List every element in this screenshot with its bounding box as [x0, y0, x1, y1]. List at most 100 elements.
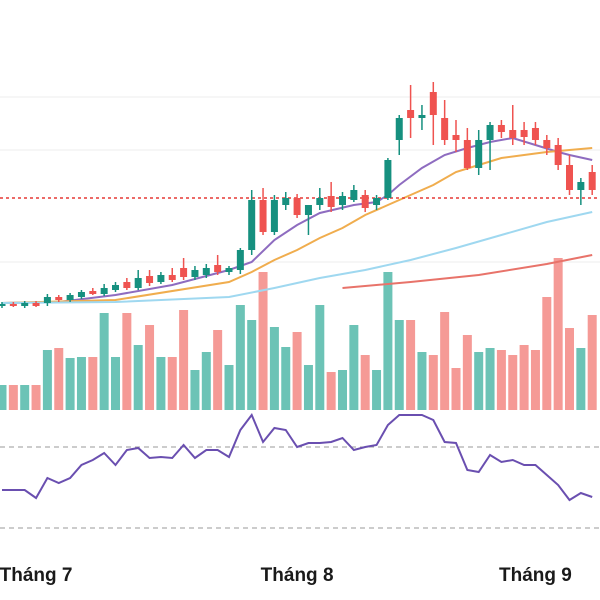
candle-body [112, 285, 119, 290]
candle-body [55, 297, 63, 300]
volume-bar [349, 325, 359, 410]
candle-body [588, 172, 596, 190]
volume-bar [553, 258, 563, 410]
candle-body [248, 200, 256, 250]
candle-body [77, 292, 85, 297]
volume-bar [496, 350, 506, 410]
candle-body [9, 304, 17, 306]
volume-bar [224, 365, 234, 410]
volume-bar [167, 357, 177, 410]
candle-body [543, 140, 551, 148]
x-tick-label: Tháng 7 [0, 565, 72, 586]
volume-bar [474, 352, 484, 410]
candle-body [304, 205, 312, 215]
volume-bar [65, 358, 75, 410]
volume-bar [133, 345, 143, 410]
volume-bar [213, 330, 223, 410]
volume-bar [235, 305, 245, 410]
volume-bar [576, 348, 586, 410]
candle-body [531, 128, 539, 140]
candle-body [577, 182, 585, 190]
candle-body [100, 288, 108, 294]
volume-bar [451, 368, 461, 410]
volume-bar [156, 357, 166, 410]
candle-body [225, 268, 233, 272]
candle-body [191, 270, 199, 277]
candle-body [134, 278, 142, 288]
candle-body [475, 140, 483, 168]
oscillator-line [2, 413, 593, 502]
volume-bar [258, 272, 268, 410]
volume-bar [508, 355, 518, 410]
candle-body [384, 160, 392, 198]
candle-body [236, 250, 244, 270]
volume-bar [394, 320, 404, 410]
candle-body [452, 135, 460, 140]
moving-average [1, 211, 593, 304]
candle-body [486, 125, 494, 140]
volume-bar [530, 350, 540, 410]
volume-bar [281, 347, 291, 410]
candle-body [339, 196, 346, 205]
candle-body [270, 200, 278, 232]
candle-body [180, 268, 188, 277]
candle-body [214, 265, 222, 272]
volume-bar [31, 385, 41, 410]
candle-body [66, 295, 74, 300]
volume-bar [292, 332, 302, 410]
candle-body [520, 130, 528, 137]
candle-body [282, 198, 290, 205]
volume-bar [76, 357, 86, 410]
volume-bar [247, 320, 257, 410]
candle-body [168, 275, 176, 280]
moving-average [1, 136, 593, 304]
candle-body [89, 291, 97, 294]
candle-body [554, 145, 562, 165]
volume-bar [326, 372, 336, 410]
candle-body [43, 297, 51, 303]
volume-bar [587, 315, 597, 410]
volume-bar [111, 357, 120, 410]
volume-bar [88, 357, 98, 410]
candle-body [361, 195, 369, 208]
candle-body [146, 276, 154, 283]
volume-bar [417, 352, 427, 410]
candle-body [441, 118, 449, 140]
candle-body [316, 198, 324, 205]
candle-body [566, 165, 573, 190]
volume-bar [179, 310, 189, 410]
candle-body [202, 268, 210, 275]
volume-bar [303, 365, 313, 410]
candle-body [429, 92, 437, 115]
candle-body [21, 303, 29, 306]
volume-bar [201, 352, 211, 410]
volume-bar [99, 313, 109, 410]
candle-body [407, 110, 415, 118]
volume-bar [0, 385, 7, 410]
volume-bar [440, 312, 450, 410]
candle-body [395, 118, 403, 140]
volume-bar [54, 348, 64, 410]
candle-body [373, 198, 381, 205]
moving-average [342, 254, 593, 289]
volume-bar [8, 385, 18, 410]
volume-bar [383, 272, 393, 410]
candle-body [497, 125, 505, 132]
volume-bar [42, 350, 52, 410]
candle-body [350, 190, 358, 200]
candle-body [418, 115, 426, 118]
volume-bar [190, 370, 200, 410]
volume-bar [428, 355, 438, 410]
candle-body [259, 200, 267, 232]
candle-body [463, 140, 471, 168]
x-tick-label: Tháng 9 [499, 565, 572, 586]
volume-bar [20, 385, 30, 410]
volume-bar [315, 305, 325, 410]
volume-bar [542, 297, 552, 410]
volume-bar [360, 355, 370, 410]
volume-bar [565, 328, 574, 410]
volume-bar [145, 325, 155, 410]
candle-body [327, 196, 335, 207]
candle-body [293, 198, 301, 215]
